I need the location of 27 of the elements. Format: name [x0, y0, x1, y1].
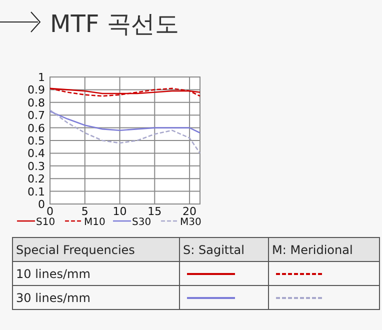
legend-label: S30 [132, 217, 152, 228]
y-tick-label: 0.1 [28, 185, 45, 198]
legend-label: M10 [84, 217, 106, 228]
text: 30 lines/mm [12, 286, 180, 310]
x-tick-label: 20 [182, 205, 197, 218]
x-tick-label: 10 [112, 205, 127, 218]
x-tick-label: 15 [148, 205, 162, 218]
line-series [49, 110, 201, 134]
legend-label: M30 [180, 217, 202, 228]
x-tick-label: 5 [81, 205, 88, 218]
legend-label: S10 [36, 217, 56, 228]
y-tick-label: 0.8 [28, 96, 45, 110]
text: 10 lines/mm [12, 262, 180, 286]
y-tick-label: 0.9 [28, 84, 45, 97]
chart-title: MTF 곡선도 [50, 10, 179, 38]
text: Special Frequencies [12, 238, 180, 262]
y-tick-label: 0.2 [28, 172, 45, 186]
y-tick-label: 1 [38, 71, 45, 84]
y-tick-label: 0.3 [28, 160, 45, 173]
y-tick-label: 0.5 [28, 134, 45, 148]
x-tick-label: 0 [46, 205, 54, 218]
y-tick-label: 0.6 [28, 122, 45, 135]
y-tick-label: 0.7 [28, 109, 45, 122]
text: S: Sagittal [180, 238, 268, 262]
text: M: Meridional [268, 238, 380, 262]
line-series [49, 109, 201, 154]
y-tick-label: 0.4 [28, 147, 45, 160]
